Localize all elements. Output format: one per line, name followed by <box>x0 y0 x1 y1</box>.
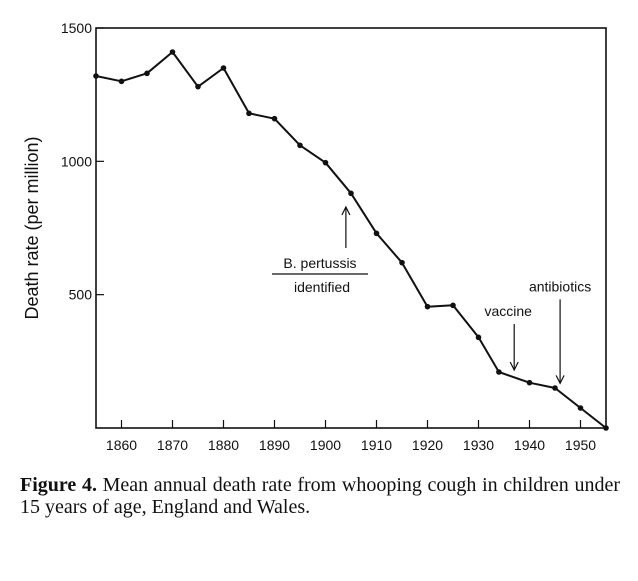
data-point <box>577 405 584 411</box>
chart: 1860 1870 1880 1890 1900 1910 1920 1930 1940 1950… <box>22 20 609 453</box>
data-point <box>322 159 329 166</box>
x-tick-label: 1880 <box>208 437 239 453</box>
data-point <box>373 230 380 237</box>
caption-text: Mean annual death rate from whooping cou… <box>20 474 620 518</box>
data-point <box>496 369 502 375</box>
caption-label: Figure 4. <box>20 474 97 496</box>
data-point <box>603 425 609 431</box>
ticks-layer: 1860 1870 1880 1890 1900 1910 1920 1930 1940 1950… <box>61 20 596 453</box>
pertussis-arrowhead <box>341 205 351 216</box>
data-point <box>450 302 456 309</box>
x-tick-label: 1870 <box>157 437 188 453</box>
data-point <box>144 70 150 77</box>
y-axis-label: Death rate (per million) <box>22 136 42 319</box>
antibiotics-arrowhead <box>555 375 565 385</box>
vaccine-arrowhead <box>509 361 519 372</box>
figure-caption: Figure 4. Mean annual death rate from wh… <box>20 474 620 518</box>
y-tick-label: 500 <box>69 287 93 303</box>
vaccine-label: vaccine <box>484 303 532 319</box>
data-point <box>424 303 431 310</box>
data-point <box>118 78 125 85</box>
data-point <box>526 379 533 386</box>
data-point <box>475 334 482 341</box>
x-tick-label: 1930 <box>463 437 494 453</box>
y-tick-label: 1500 <box>61 20 92 36</box>
x-tick-label: 1910 <box>361 437 392 453</box>
series-layer <box>93 49 609 431</box>
annotations-layer: B. pertussis identified vaccine antibiotics <box>272 205 591 385</box>
x-tick-label: 1890 <box>259 437 290 453</box>
antibiotics-label: antibiotics <box>529 278 591 294</box>
x-tick-label: 1860 <box>106 437 137 453</box>
data-point <box>297 142 303 149</box>
x-tick-label: 1950 <box>565 437 596 453</box>
data-point <box>552 385 558 391</box>
x-tick-label: 1940 <box>514 437 545 453</box>
plot-frame <box>95 27 607 429</box>
data-point <box>399 259 405 266</box>
data-point <box>169 49 176 55</box>
data-point <box>246 110 252 117</box>
data-point <box>195 83 201 90</box>
y-tick-label: 1000 <box>61 153 92 169</box>
series-line <box>95 51 607 429</box>
pertussis-label-line1: B. pertussis <box>283 255 356 271</box>
data-point <box>220 65 227 71</box>
data-point <box>93 73 99 79</box>
pertussis-label-line2: identified <box>294 279 350 295</box>
x-tick-label: 1920 <box>412 437 443 453</box>
x-tick-label: 1900 <box>310 437 341 453</box>
data-point <box>348 190 354 197</box>
data-point <box>271 115 278 122</box>
